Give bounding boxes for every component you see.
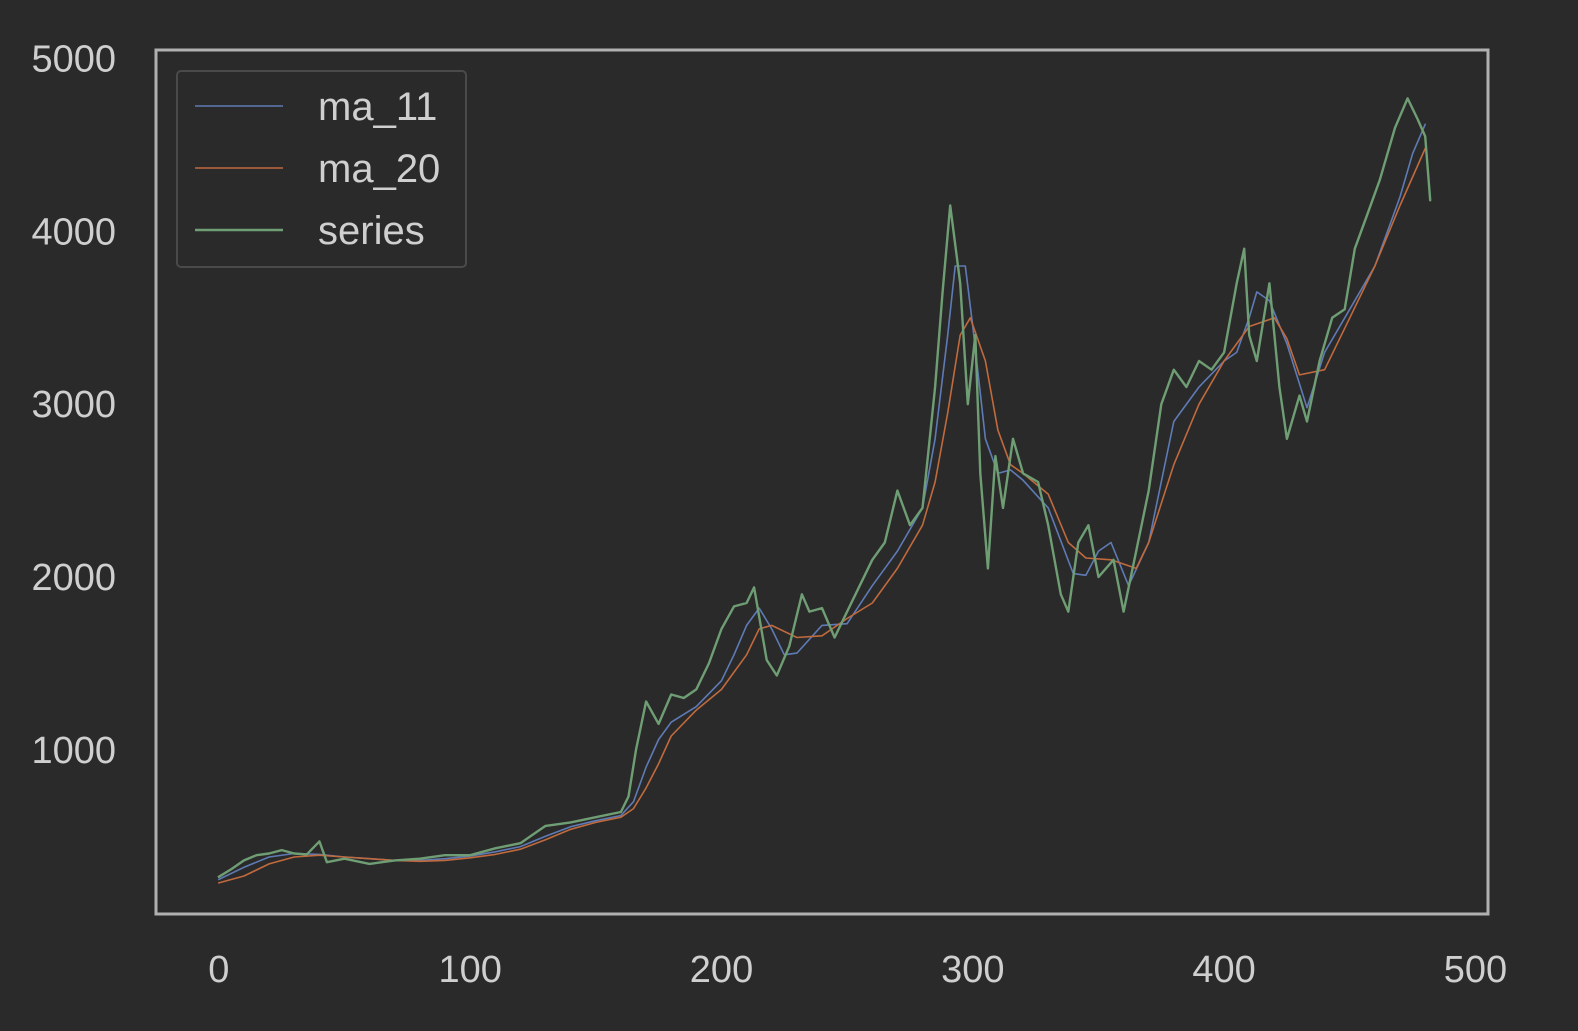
x-tick-label: 0: [208, 949, 229, 991]
legend-box: [176, 70, 467, 268]
series-line-ma-20: [218, 147, 1426, 884]
y-tick-label: 5000: [31, 39, 116, 81]
x-tick-label: 300: [941, 949, 1004, 991]
legend-item-ma-20: ma_20: [195, 147, 440, 191]
plot-frame: [154, 48, 1490, 916]
y-tick-label: 1000: [31, 730, 116, 772]
x-tick-label: 200: [690, 949, 753, 991]
legend-item-series: series: [195, 209, 425, 253]
y-tick-label: 2000: [31, 557, 116, 599]
x-tick-label: 100: [438, 949, 501, 991]
series-line-series: [217, 97, 1432, 878]
x-tick-label: 500: [1444, 949, 1507, 991]
x-tick-label: 400: [1192, 949, 1255, 991]
series-layer: [217, 97, 1432, 884]
y-axis-ticks: 1000 2000 3000 4000 5000: [31, 39, 116, 772]
legend-item-ma-11: ma_11: [195, 85, 437, 129]
legend-label: series: [318, 209, 425, 253]
y-tick-label: 4000: [31, 211, 116, 253]
legend-label: ma_11: [318, 85, 437, 129]
y-tick-label: 3000: [31, 384, 116, 426]
legend-label: ma_20: [318, 147, 440, 191]
series-line-ma-11: [218, 123, 1426, 881]
x-axis-ticks: 0 100 200 300 400 500: [208, 949, 1507, 991]
